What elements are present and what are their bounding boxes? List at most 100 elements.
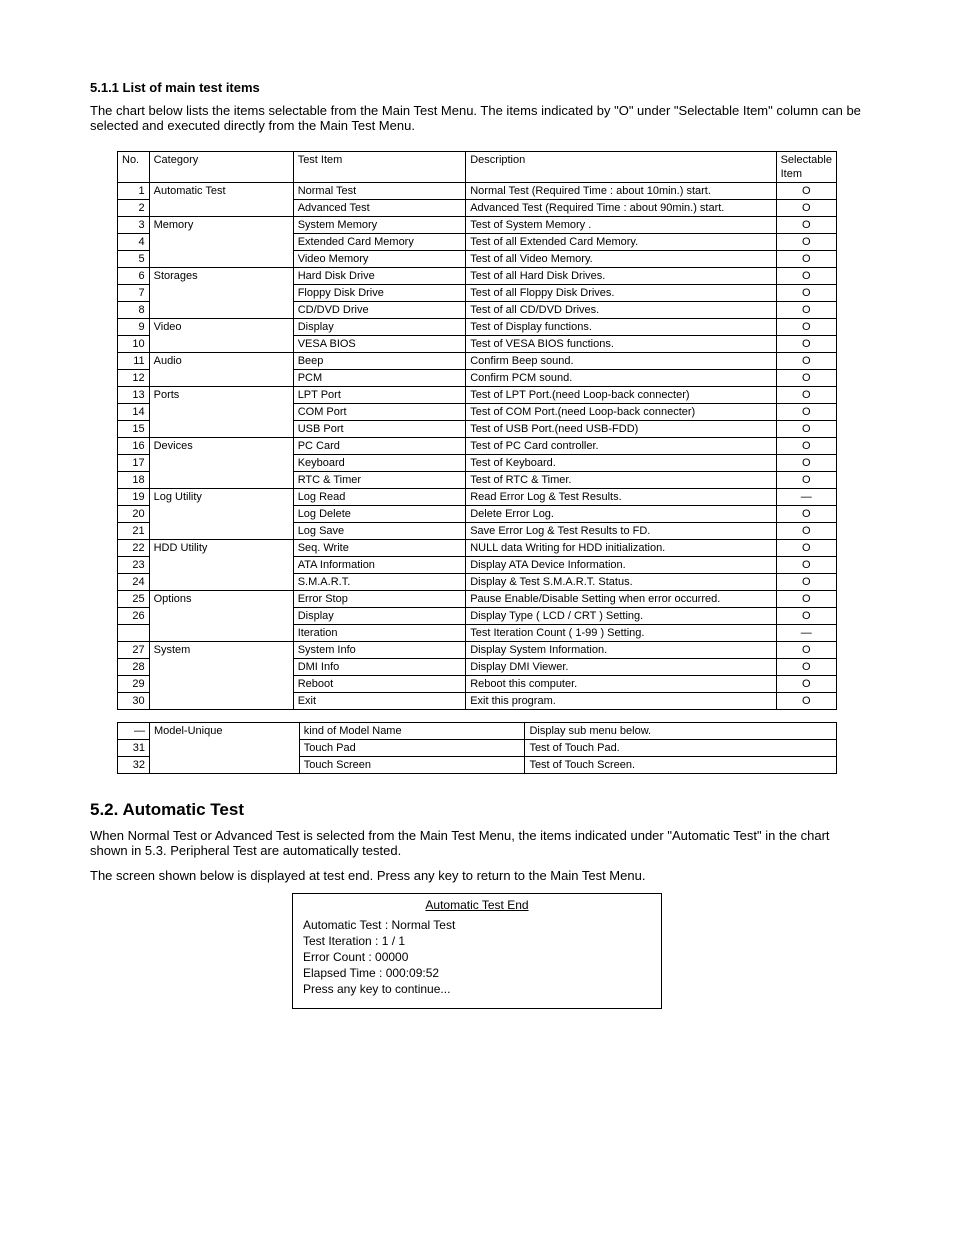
cell-no: 6 [118, 268, 150, 285]
cell-no: 10 [118, 336, 150, 353]
cell-item: Beep [293, 353, 466, 370]
table-row: 25OptionsError StopPause Enable/Disable … [118, 591, 837, 608]
cell-desc: Test of RTC & Timer. [466, 472, 776, 489]
cell-selectable: O [776, 285, 836, 302]
cell-item: Reboot [293, 676, 466, 693]
model-unique-table: —Model-Uniquekind of Model NameDisplay s… [117, 722, 837, 774]
cell-category: Model-Unique [149, 723, 299, 774]
cell-item: Keyboard [293, 455, 466, 472]
cell-item: Display [293, 319, 466, 336]
cell-no: 26 [118, 608, 150, 625]
cell-selectable: O [776, 353, 836, 370]
cell-selectable: O [776, 574, 836, 591]
cell-item: kind of Model Name [299, 723, 525, 740]
table-row: 13PortsLPT PortTest of LPT Port.(need Lo… [118, 387, 837, 404]
cell-no: 4 [118, 234, 150, 251]
cell-selectable: O [776, 319, 836, 336]
cell-desc: Test of Touch Screen. [525, 757, 837, 774]
cell-desc: Display Type ( LCD / CRT ) Setting. [466, 608, 776, 625]
cell-category: Storages [149, 268, 293, 319]
table-row: 22HDD UtilitySeq. WriteNULL data Writing… [118, 540, 837, 557]
cell-item: USB Port [293, 421, 466, 438]
box-title: Automatic Test End [303, 898, 651, 912]
box-line: Automatic Test : Normal Test [303, 918, 651, 932]
table1-header: Test Item [293, 152, 466, 183]
cell-selectable: O [776, 336, 836, 353]
cell-desc: Test of System Memory . [466, 217, 776, 234]
cell-desc: Test of all CD/DVD Drives. [466, 302, 776, 319]
cell-desc: Test of Keyboard. [466, 455, 776, 472]
table1-header: Description [466, 152, 776, 183]
cell-no: 25 [118, 591, 150, 608]
cell-item: COM Port [293, 404, 466, 421]
cell-category: Log Utility [149, 489, 293, 540]
table-row: 9VideoDisplayTest of Display functions.O [118, 319, 837, 336]
cell-desc: Test of PC Card controller. [466, 438, 776, 455]
cell-category: Options [149, 591, 293, 642]
cell-no: 23 [118, 557, 150, 574]
cell-no: 7 [118, 285, 150, 302]
section-5-2-p1: When Normal Test or Advanced Test is sel… [90, 828, 864, 858]
cell-selectable: O [776, 506, 836, 523]
table1-header: Selectable Item [776, 152, 836, 183]
cell-desc: Read Error Log & Test Results. [466, 489, 776, 506]
cell-item: S.M.A.R.T. [293, 574, 466, 591]
cell-desc: Test Iteration Count ( 1-99 ) Setting. [466, 625, 776, 642]
cell-desc: Test of all Extended Card Memory. [466, 234, 776, 251]
cell-no: 8 [118, 302, 150, 319]
cell-no: 3 [118, 217, 150, 234]
cell-item: System Memory [293, 217, 466, 234]
cell-selectable: O [776, 268, 836, 285]
cell-item: Normal Test [293, 183, 466, 200]
cell-no: 15 [118, 421, 150, 438]
cell-desc: Display DMI Viewer. [466, 659, 776, 676]
box-line: Error Count : 00000 [303, 950, 651, 964]
main-test-items-table: No.CategoryTest ItemDescriptionSelectabl… [117, 151, 837, 710]
cell-selectable: O [776, 455, 836, 472]
table-row: 27SystemSystem InfoDisplay System Inform… [118, 642, 837, 659]
cell-item: DMI Info [293, 659, 466, 676]
cell-no: 9 [118, 319, 150, 336]
cell-desc: Save Error Log & Test Results to FD. [466, 523, 776, 540]
cell-no: 30 [118, 693, 150, 710]
cell-desc: NULL data Writing for HDD initialization… [466, 540, 776, 557]
cell-no: 5 [118, 251, 150, 268]
cell-selectable: O [776, 404, 836, 421]
table1-header: No. [118, 152, 150, 183]
cell-item: ATA Information [293, 557, 466, 574]
cell-no: 20 [118, 506, 150, 523]
cell-desc: Display & Test S.M.A.R.T. Status. [466, 574, 776, 591]
cell-item: Floppy Disk Drive [293, 285, 466, 302]
box-line: Test Iteration : 1 / 1 [303, 934, 651, 948]
cell-no: 31 [118, 740, 150, 757]
cell-desc: Exit this program. [466, 693, 776, 710]
cell-selectable: O [776, 523, 836, 540]
cell-desc: Test of COM Port.(need Loop-back connect… [466, 404, 776, 421]
cell-selectable: O [776, 234, 836, 251]
table1-header: Category [149, 152, 293, 183]
cell-item: CD/DVD Drive [293, 302, 466, 319]
cell-selectable: O [776, 642, 836, 659]
cell-item: RTC & Timer [293, 472, 466, 489]
cell-desc: Test of all Floppy Disk Drives. [466, 285, 776, 302]
cell-category: Video [149, 319, 293, 353]
cell-selectable: O [776, 693, 836, 710]
cell-desc: Pause Enable/Disable Setting when error … [466, 591, 776, 608]
document-page: 5.1.1 List of main test items The chart … [0, 0, 954, 1089]
table-row: 16DevicesPC CardTest of PC Card controll… [118, 438, 837, 455]
cell-item: Log Delete [293, 506, 466, 523]
cell-no: 24 [118, 574, 150, 591]
table-row: 6StoragesHard Disk DriveTest of all Hard… [118, 268, 837, 285]
section-5-1-1-heading: 5.1.1 List of main test items [90, 80, 864, 95]
cell-item: Display [293, 608, 466, 625]
cell-item: Hard Disk Drive [293, 268, 466, 285]
cell-item: Exit [293, 693, 466, 710]
cell-selectable: — [776, 489, 836, 506]
cell-no: 21 [118, 523, 150, 540]
table-row: 3MemorySystem MemoryTest of System Memor… [118, 217, 837, 234]
cell-item: Log Save [293, 523, 466, 540]
cell-no: 2 [118, 200, 150, 217]
cell-no [118, 625, 150, 642]
cell-category: Ports [149, 387, 293, 438]
cell-item: PC Card [293, 438, 466, 455]
